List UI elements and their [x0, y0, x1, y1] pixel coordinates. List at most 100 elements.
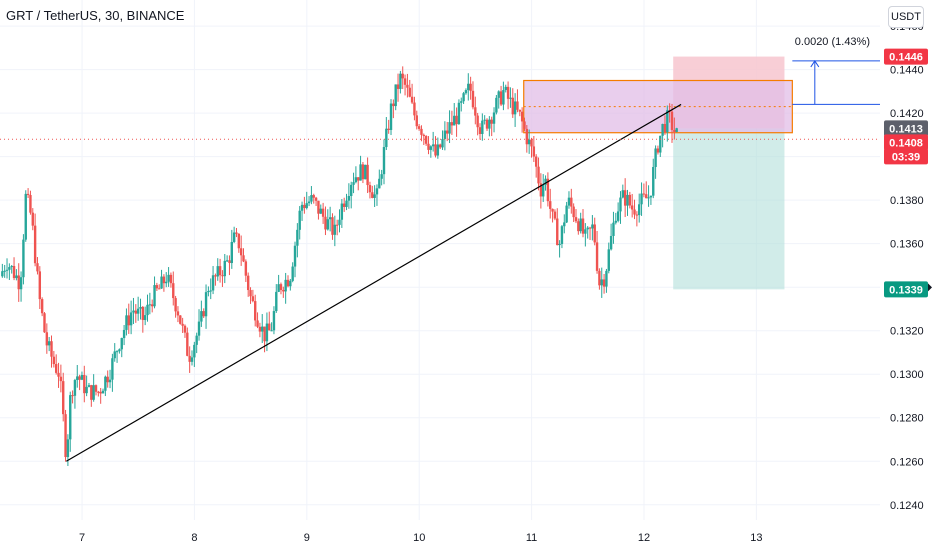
- candle-body: [663, 123, 667, 133]
- candle-body: [591, 224, 594, 229]
- price-tick-label: 0.1240: [890, 500, 924, 512]
- candle-body: [59, 376, 63, 382]
- candle-body: [481, 120, 484, 134]
- candle-body: [324, 216, 327, 230]
- candle-body: [485, 119, 489, 129]
- candle-body: [408, 87, 411, 97]
- candle-body: [471, 90, 475, 108]
- price-marker-icon: [928, 283, 932, 292]
- candle-body: [359, 164, 362, 181]
- candle-body: [85, 386, 88, 394]
- candle-body: [120, 338, 123, 350]
- candle-body: [155, 285, 159, 289]
- candle-body: [649, 195, 653, 198]
- candle-body: [434, 144, 437, 156]
- candle-body: [659, 135, 662, 153]
- candle-body: [380, 174, 383, 179]
- candle-body: [172, 283, 175, 299]
- candle-body: [64, 414, 67, 458]
- candle-body: [310, 195, 313, 202]
- candle-body: [441, 138, 444, 148]
- candle-body: [251, 296, 255, 302]
- candle-body: [502, 90, 505, 105]
- candle-body: [195, 335, 198, 345]
- candle-body: [99, 391, 102, 394]
- supply-zone: [523, 79, 793, 134]
- candle-body: [31, 212, 34, 226]
- candle-body: [111, 358, 114, 380]
- price-labels: 0.1446 0.1413 0.1408 03:39 0.1339: [884, 48, 932, 298]
- candle-body: [623, 190, 627, 206]
- candle-body: [574, 217, 578, 222]
- candle-body: [146, 304, 149, 316]
- candle-body: [560, 226, 564, 244]
- candle-body: [509, 97, 512, 99]
- candle-body: [621, 190, 625, 198]
- candle-body: [417, 126, 421, 129]
- candle-body: [92, 385, 95, 400]
- candle-body: [567, 197, 571, 206]
- candle-body: [654, 148, 657, 168]
- candle-body: [626, 194, 629, 206]
- candle-body: [645, 194, 648, 199]
- candle-body: [183, 325, 187, 333]
- candle-body: [378, 178, 381, 189]
- candle-body: [43, 313, 46, 333]
- candle-body: [464, 90, 468, 94]
- price-label-box: [884, 134, 928, 151]
- candle-body: [62, 381, 65, 415]
- candle-body: [488, 119, 491, 129]
- candle-body: [532, 146, 536, 157]
- candle-body: [174, 298, 177, 312]
- candle-body: [197, 321, 201, 336]
- price-axis[interactable]: 0.14600.14400.14200.14000.13800.13600.13…: [880, 0, 932, 550]
- candle-body: [279, 284, 283, 291]
- candle-body: [261, 326, 264, 332]
- candle-body: [539, 183, 543, 197]
- price-tick-label: 0.1440: [890, 65, 924, 77]
- candle-body: [670, 111, 674, 130]
- candle-body: [80, 375, 84, 380]
- candle-body: [115, 351, 119, 353]
- candle-body: [364, 164, 367, 180]
- candle-body: [549, 201, 552, 209]
- candle-body: [497, 91, 500, 98]
- candle-body: [230, 241, 234, 264]
- candle-body: [277, 284, 280, 292]
- candle-body: [614, 220, 617, 223]
- candle-body: [40, 299, 44, 314]
- candle-body: [476, 115, 479, 128]
- candle-body: [483, 119, 486, 121]
- candle-body: [10, 266, 13, 268]
- price-tick-label: 0.1360: [890, 239, 924, 251]
- trendline[interactable]: [66, 103, 682, 462]
- candle-body: [78, 376, 81, 380]
- candle-body: [38, 271, 42, 300]
- candles: [1, 66, 678, 466]
- candle-body: [83, 375, 86, 394]
- candle-body: [389, 103, 393, 130]
- candle-body: [45, 332, 49, 346]
- candle-body: [424, 136, 428, 144]
- candle-body: [551, 208, 554, 212]
- candle-body: [382, 147, 386, 175]
- candle-body: [33, 225, 37, 264]
- candle-body: [469, 83, 472, 91]
- candle-body: [317, 200, 320, 214]
- candle-body: [431, 144, 435, 147]
- candle-body: [490, 119, 493, 124]
- candle-body: [586, 227, 589, 230]
- candle-body: [511, 97, 514, 115]
- candle-body: [321, 208, 325, 217]
- candle-body: [354, 177, 358, 183]
- candle-body: [630, 205, 634, 210]
- candle-body: [647, 197, 650, 199]
- candle-body: [132, 310, 135, 313]
- currency-button[interactable]: USDT: [888, 6, 924, 28]
- candle-body: [160, 276, 163, 289]
- candle-body: [66, 439, 70, 458]
- time-axis[interactable]: 7 8 9 10 11 12 13: [79, 532, 763, 544]
- candle-body: [656, 148, 660, 153]
